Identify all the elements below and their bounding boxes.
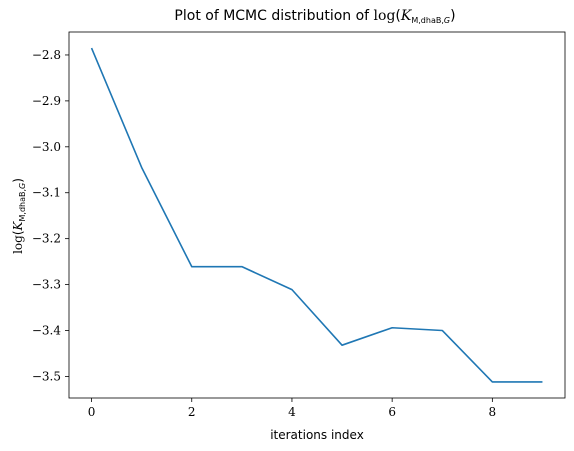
y-tick-label: −3.0	[32, 140, 61, 154]
title-subscript-main: M,dhaB,	[411, 16, 444, 25]
ylabel-func: log	[11, 235, 25, 254]
ylabel-subscript-italic: G	[18, 183, 27, 189]
y-tick-label: −3.2	[32, 232, 61, 246]
chart-title: Plot of MCMC distribution of log(KM,dhaB…	[174, 8, 455, 25]
y-tick-label: −3.4	[32, 323, 62, 337]
x-tick-label: 2	[188, 405, 196, 419]
title-var: K	[400, 8, 413, 24]
title-func: log	[374, 8, 396, 24]
y-axis-label: log(KM,dhaB,G)	[11, 178, 27, 254]
y-tick-label: −3.3	[32, 278, 61, 292]
x-ticks: 0 2 4 6 8	[88, 398, 496, 419]
y-tick-label: −2.8	[32, 48, 61, 62]
ylabel-var: K	[11, 220, 25, 231]
title-prefix: Plot of MCMC distribution of	[174, 8, 373, 24]
x-tick-label: 4	[288, 405, 296, 419]
x-tick-label: 6	[388, 405, 396, 419]
y-tick-label: −3.1	[32, 186, 61, 200]
x-tick-label: 0	[88, 405, 96, 419]
x-tick-label: 8	[489, 405, 497, 419]
ylabel-subscript-main: M,dhaB,	[18, 189, 27, 222]
title-subscript-italic: G	[444, 16, 450, 25]
y-tick-label: −3.5	[32, 369, 61, 383]
y-tick-label: −2.9	[32, 94, 61, 108]
y-ticks: −2.8 −2.9 −3.0 −3.1 −3.2 −3.3 −3.4 −3.5	[32, 48, 69, 383]
series-line	[90, 47, 543, 383]
x-axis-label: iterations index	[270, 428, 364, 442]
plot-area-frame	[68, 31, 566, 399]
